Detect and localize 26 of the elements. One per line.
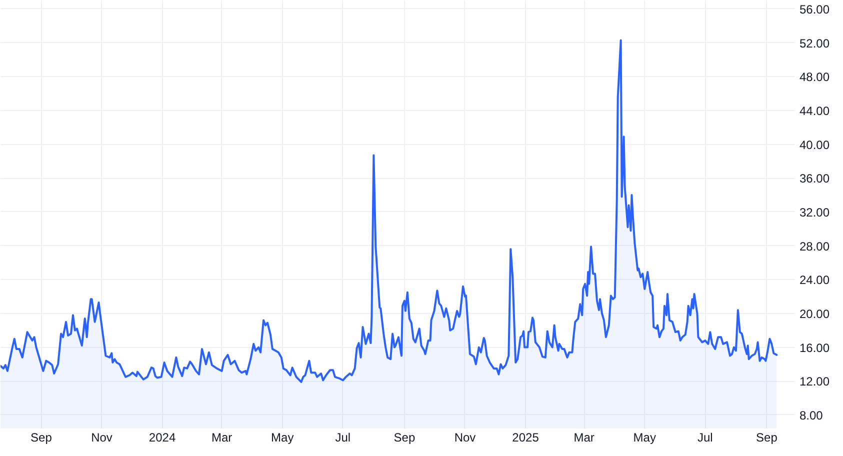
- y-tick-label: 40.00: [800, 138, 830, 152]
- y-tick-label: 24.00: [800, 273, 830, 288]
- x-tick-label: May: [271, 430, 294, 444]
- y-tick-label: 12.00: [800, 374, 830, 389]
- y-tick-label: 8.00: [800, 408, 824, 422]
- y-tick-label: 32.00: [800, 205, 830, 220]
- x-tick-label: Mar: [574, 430, 594, 444]
- y-tick-label: 28.00: [800, 239, 830, 254]
- x-tick-label: Mar: [211, 430, 232, 444]
- y-tick-label: 48.00: [800, 70, 830, 84]
- x-tick-label: 2024: [148, 430, 176, 444]
- x-tick-label: Nov: [91, 430, 112, 444]
- y-tick-label: 52.00: [800, 36, 830, 50]
- x-tick-label: Jul: [335, 430, 351, 444]
- x-tick-label: Sep: [394, 430, 416, 444]
- y-tick-label: 16.00: [800, 340, 830, 355]
- x-tick-label: Jul: [698, 430, 713, 444]
- y-tick-label: 20.00: [800, 306, 830, 321]
- y-tick-label: 44.00: [800, 104, 830, 118]
- x-tick-label: Sep: [756, 430, 778, 444]
- x-tick-label: May: [633, 430, 656, 444]
- x-tick-label: Nov: [454, 430, 476, 444]
- x-tick-label: 2025: [512, 430, 540, 444]
- y-tick-label: 36.00: [800, 172, 830, 186]
- x-tick-label: Sep: [30, 430, 52, 444]
- y-tick-label: 56.00: [800, 2, 830, 16]
